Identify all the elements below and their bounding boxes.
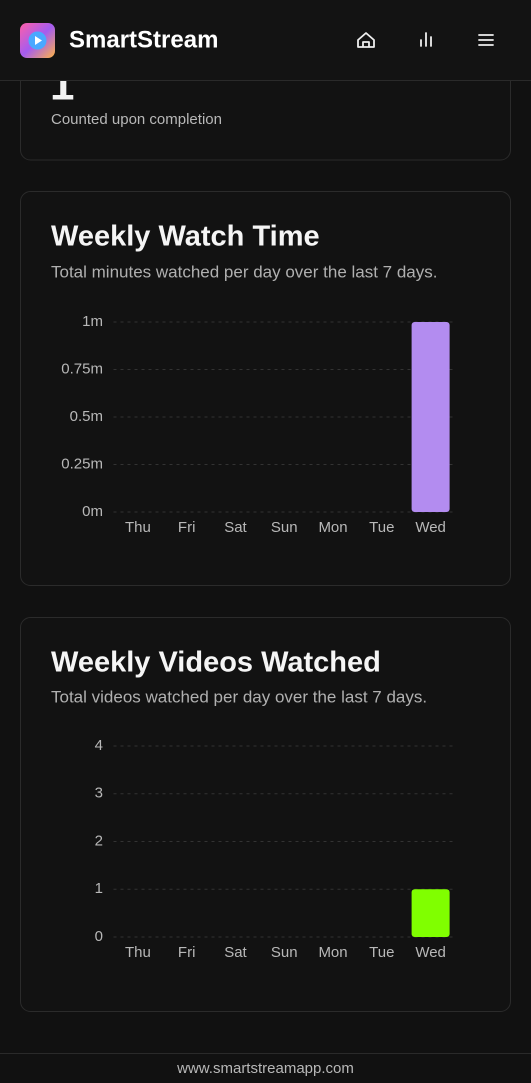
x-tick-label: Fri [178,519,196,536]
app-title[interactable]: SmartStream [69,26,218,53]
y-tick-label: 0.5m [70,408,103,425]
y-tick-label: 1 [95,880,103,897]
header [0,0,531,80]
x-tick-label: Sun [271,944,298,961]
y-tick-label: 0 [95,928,103,945]
home-icon[interactable] [357,32,375,48]
x-tick-label: Tue [369,519,394,536]
chart-title: Weekly Videos Watched [51,647,381,679]
bar [411,889,450,937]
x-tick-label: Sun [271,519,298,536]
x-tick-label: Fri [178,944,196,961]
x-tick-label: Wed [415,519,446,536]
x-tick-label: Mon [318,944,347,961]
chart-subtitle: Total videos watched per day over the la… [51,687,427,706]
stat-caption: Counted upon completion [51,111,222,128]
bar [411,322,450,512]
y-tick-label: 3 [95,785,103,802]
chart-subtitle: Total minutes watched per day over the l… [51,262,437,281]
stats-icon[interactable] [420,32,432,47]
y-tick-label: 2 [95,832,103,849]
footer-link[interactable]: www.smartstreamapp.com [176,1060,354,1077]
x-tick-label: Thu [125,519,151,536]
menu-icon[interactable] [478,34,494,46]
y-tick-label: 0m [82,503,103,520]
chart-card [20,191,511,586]
x-tick-label: Tue [369,944,394,961]
y-tick-label: 1m [82,313,103,330]
x-tick-label: Mon [318,519,347,536]
y-tick-label: 0.25m [61,455,103,472]
chart-card [20,617,511,1012]
y-tick-label: 0.75m [61,360,103,377]
x-tick-label: Thu [125,944,151,961]
x-tick-label: Sat [224,944,247,961]
y-tick-label: 4 [95,737,103,754]
x-tick-label: Sat [224,519,247,536]
logo-play-icon [35,36,42,45]
chart-title: Weekly Watch Time [51,221,320,253]
x-tick-label: Wed [415,944,446,961]
